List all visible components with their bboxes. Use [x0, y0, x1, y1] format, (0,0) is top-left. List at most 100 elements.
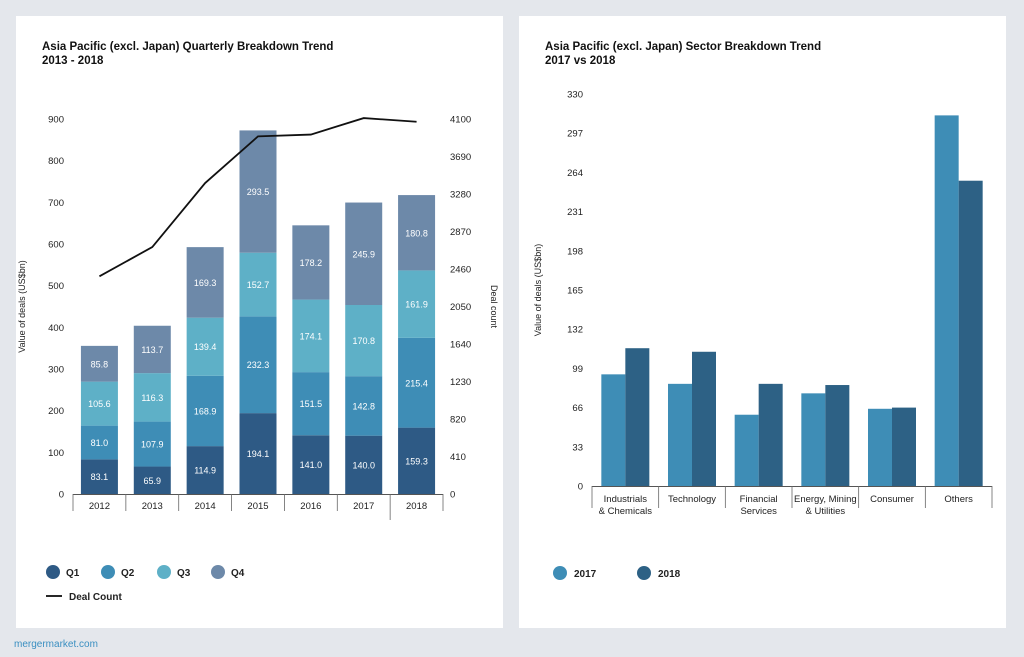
- y-tick-label: 400: [48, 323, 64, 334]
- bar-value-label: 245.9: [352, 249, 375, 259]
- bar-2018: [692, 351, 716, 486]
- y-tick-label: 700: [48, 198, 64, 209]
- bar-value-label: 178.2: [300, 258, 323, 268]
- legend-label: 2018: [658, 569, 681, 580]
- bar-2017: [934, 115, 959, 486]
- y-tick-label: 500: [48, 281, 64, 292]
- legend-label: Q1: [66, 568, 80, 579]
- bar-value-label: 180.8: [405, 228, 428, 238]
- x-tick-label: 2014: [195, 501, 216, 512]
- x-tick-label: 2013: [142, 501, 163, 512]
- x-tick-label: 2016: [300, 501, 321, 512]
- bar-value-label: 113.7: [141, 345, 163, 355]
- bar-value-label: 81.0: [91, 438, 109, 448]
- x-tick-label: 2018: [406, 501, 427, 512]
- chart-title-line1: Asia Pacific (excl. Japan) Sector Breakd…: [545, 41, 822, 53]
- legend-marker-2017: [553, 566, 567, 580]
- x-tick-label: Energy, Mining: [794, 494, 857, 505]
- quarterly-breakdown-chart: 0 100 200 300 400 500 600 700 800 900 0 410 820 1230 1…: [17, 115, 499, 604]
- y2-tick-label: 820: [450, 415, 466, 426]
- y2-tick-label: 410: [450, 452, 466, 463]
- bar-q2: [133, 421, 171, 467]
- bar-q2: [292, 372, 330, 436]
- y-tick-label: 66: [572, 403, 583, 414]
- y-axis-title: Value of deals (US$bn): [17, 260, 27, 352]
- bar-value-label: 105.6: [88, 399, 111, 409]
- bar-q4: [80, 345, 118, 382]
- bar-q1: [398, 427, 436, 494]
- y-tick-label: 100: [48, 448, 64, 459]
- bar-value-label: 83.1: [91, 472, 109, 482]
- bar-value-label: 114.9: [194, 466, 216, 476]
- bar-value-label: 65.9: [144, 476, 162, 486]
- deal-count-line: [98, 117, 417, 278]
- bar-value-label: 141.0: [300, 460, 323, 470]
- x-tick-label: Financial: [740, 494, 778, 505]
- y-tick-label: 165: [567, 286, 583, 297]
- bar-q4: [133, 325, 171, 374]
- bar-value-label: 215.4: [405, 378, 428, 388]
- x-tick-label: & Utilities: [806, 506, 846, 517]
- bar-q3: [80, 381, 118, 426]
- y-tick-label: 0: [578, 482, 583, 493]
- x-tick-label: & Chemicals: [599, 506, 653, 517]
- bar-2017: [734, 414, 759, 486]
- legend-marker-q2: [101, 565, 115, 579]
- legend-label: 2017: [574, 569, 597, 580]
- x-tick-label: Consumer: [870, 494, 914, 505]
- bar-2018: [892, 407, 916, 486]
- y-tick-label: 330: [567, 90, 583, 101]
- sector-breakdown-panel: Asia Pacific (excl. Japan) Sector Breakd…: [519, 16, 1006, 628]
- x-tick-label: Services: [740, 506, 777, 517]
- bar-2018: [758, 383, 783, 486]
- bar-q4: [186, 247, 224, 318]
- legend-label: Deal Count: [69, 592, 122, 603]
- bar-value-label: 169.3: [194, 278, 217, 288]
- chart-title: Asia Pacific (excl. Japan) Sector Breakd…: [545, 40, 821, 68]
- y-tick-label: 231: [567, 207, 583, 218]
- bar-q3: [398, 270, 436, 338]
- bar-value-label: 293.5: [247, 187, 270, 197]
- bar-q3: [239, 252, 277, 317]
- y-tick-label: 297: [567, 129, 583, 140]
- bar-q2: [345, 376, 383, 436]
- bar-q1: [133, 466, 171, 494]
- bar-value-label: 139.4: [194, 342, 217, 352]
- bar-q2: [239, 316, 277, 414]
- y2-tick-label: 2460: [450, 265, 471, 276]
- bar-value-label: 140.0: [352, 460, 375, 470]
- x-tick-label: 2015: [247, 501, 268, 512]
- x-tick-label: 2012: [89, 501, 110, 512]
- bar-value-label: 161.9: [405, 300, 428, 310]
- bar-2018: [958, 180, 983, 486]
- bar-value-label: 232.3: [247, 360, 270, 370]
- x-tick-label: 2017: [353, 501, 374, 512]
- bar-value-label: 142.8: [352, 401, 375, 411]
- bar-2018: [825, 385, 850, 486]
- y-tick-label: 600: [48, 240, 64, 251]
- y-tick-label: 99: [572, 364, 583, 375]
- bar-value-label: 85.8: [91, 359, 109, 369]
- y-tick-label: 198: [567, 246, 583, 257]
- legend-marker-q1: [46, 565, 60, 579]
- y-axis-title: Value of deals (US$bn): [533, 244, 543, 336]
- y2-axis-title: Deal count: [489, 285, 499, 329]
- y2-tick-label: 3280: [450, 190, 471, 201]
- legend-label: Q3: [177, 568, 191, 579]
- y-tick-label: 132: [567, 325, 583, 336]
- y-tick-label: 300: [48, 365, 64, 376]
- bar-q3: [133, 373, 171, 422]
- bar-q3: [186, 317, 224, 376]
- legend-label: Q2: [121, 568, 135, 579]
- bar-value-label: 159.3: [405, 456, 428, 466]
- x-tick-label: Industrials: [604, 494, 648, 505]
- bar-value-label: 174.1: [300, 331, 323, 341]
- bar-q2: [186, 375, 224, 447]
- legend-marker-q3: [157, 565, 171, 579]
- bar-q3: [292, 299, 330, 373]
- bar-value-label: 194.1: [247, 449, 270, 459]
- y2-tick-label: 4100: [450, 115, 471, 126]
- y2-tick-label: 1230: [450, 377, 471, 388]
- y2-tick-label: 0: [450, 490, 455, 501]
- y2-tick-label: 3690: [450, 152, 471, 163]
